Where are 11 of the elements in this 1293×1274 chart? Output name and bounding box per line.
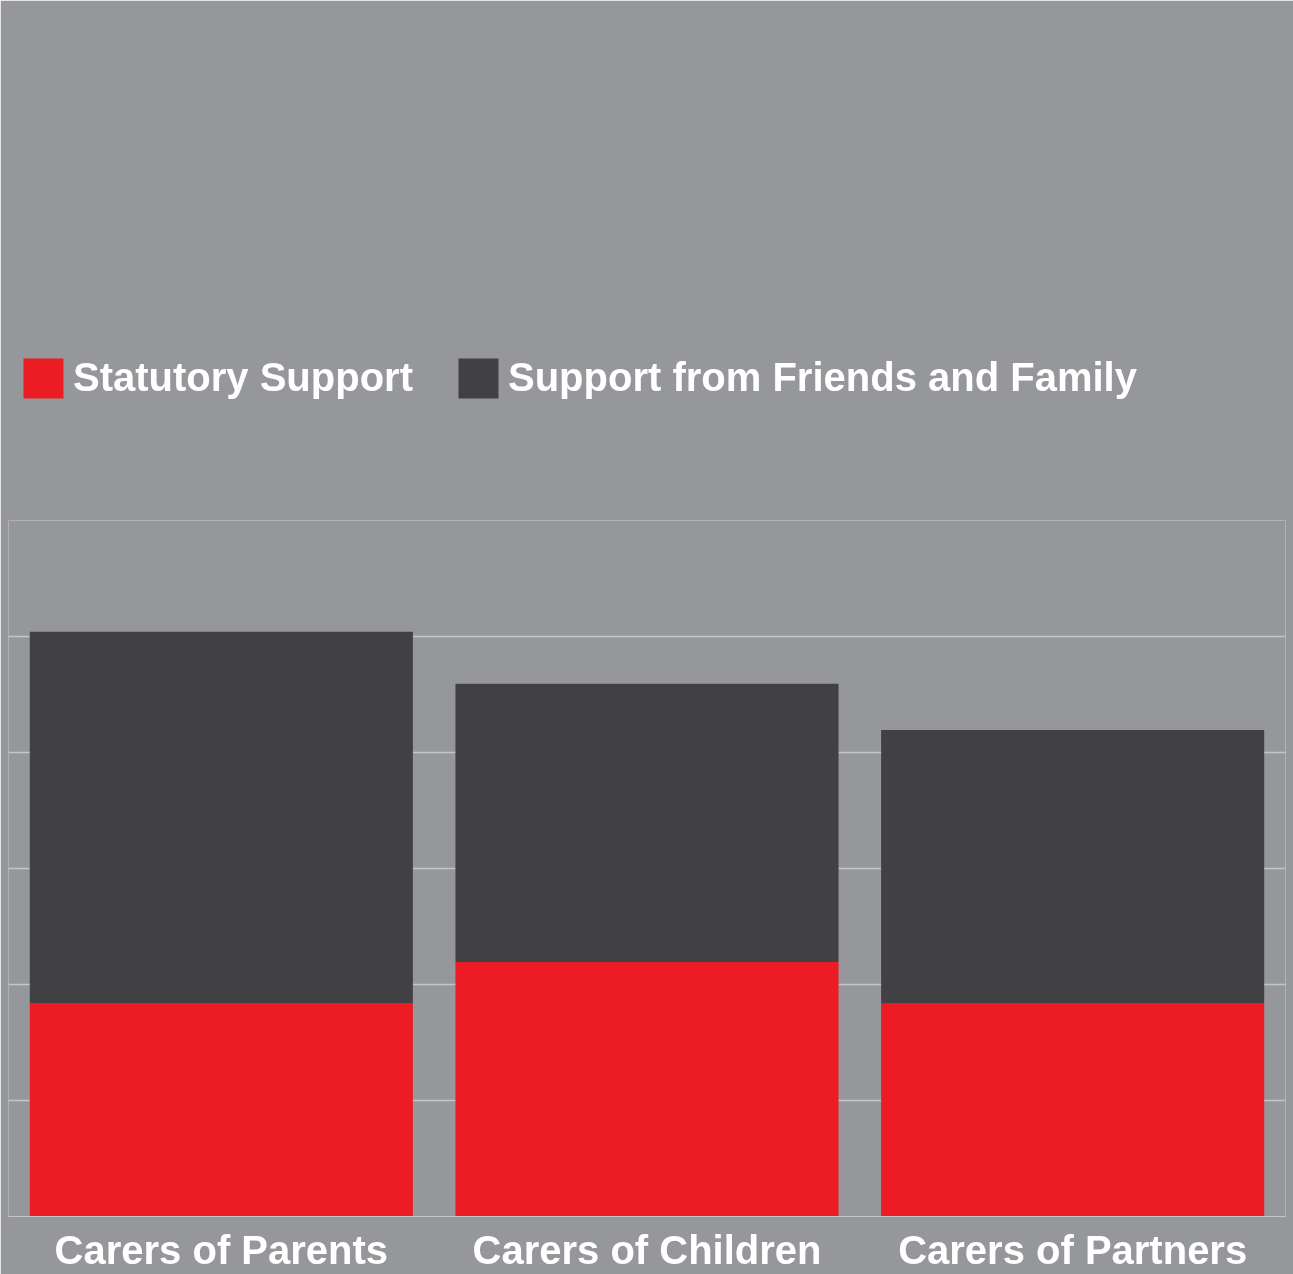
x-tick-label: Carers of Children	[472, 1227, 822, 1272]
legend-label: Support from Friends and Family	[507, 355, 1137, 400]
bar	[29, 631, 413, 1004]
bar	[881, 729, 1265, 1004]
bar	[29, 1003, 413, 1217]
bar	[455, 962, 839, 1217]
x-tick-label: Carers of Parents	[54, 1227, 389, 1272]
bar	[455, 683, 839, 963]
legend-label: Statutory Support	[73, 355, 413, 400]
bar	[881, 1003, 1265, 1217]
x-tick-label: Carers of Partners	[898, 1227, 1248, 1272]
